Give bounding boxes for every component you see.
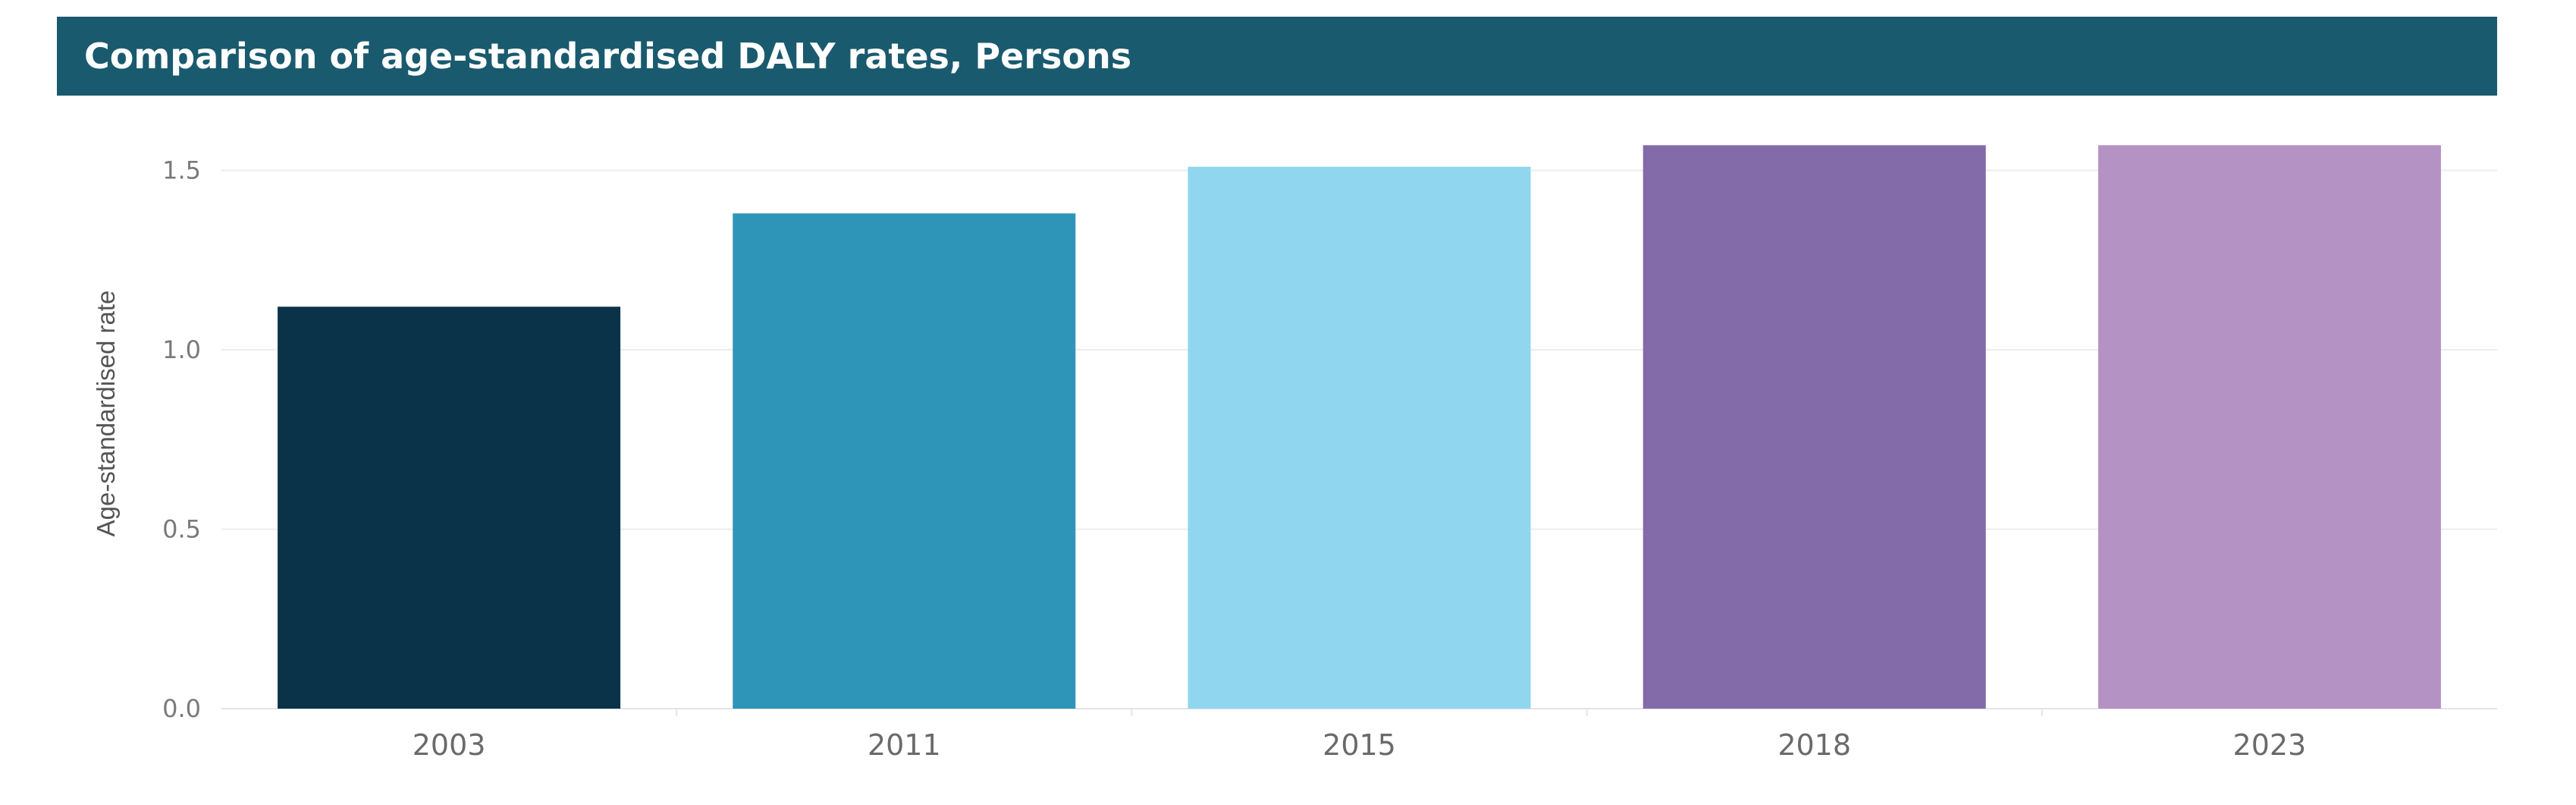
x-tick-label-2003: 2003 (413, 728, 486, 762)
y-tick-label: 0.5 (162, 515, 201, 544)
bar-2023[interactable] (2098, 145, 2441, 709)
bar-2015[interactable] (1188, 166, 1531, 709)
y-axis-title: Age-standardised rate (92, 291, 120, 537)
bar-2003[interactable] (278, 307, 621, 709)
x-axis-ticks: 2003 2011 2015 2018 2023 (413, 709, 2307, 762)
x-tick-label-2018: 2018 (1777, 728, 1851, 762)
bars (278, 145, 2441, 709)
x-tick-label-2011: 2011 (868, 728, 941, 762)
bar-2018[interactable] (1643, 145, 1986, 709)
x-tick-label-2015: 2015 (1323, 728, 1396, 762)
y-tick-label: 1.5 (162, 156, 201, 185)
x-tick-label-2023: 2023 (2233, 728, 2307, 762)
y-tick-label: 0.0 (162, 694, 201, 723)
y-tick-label: 1.0 (162, 335, 201, 364)
bar-2011[interactable] (733, 213, 1076, 709)
y-axis-ticks: 0.0 0.5 1.0 1.5 (162, 156, 201, 724)
chart-title: Comparison of age-standardised DALY rate… (84, 36, 1132, 77)
title-bar: Comparison of age-standardised DALY rate… (57, 17, 2497, 96)
